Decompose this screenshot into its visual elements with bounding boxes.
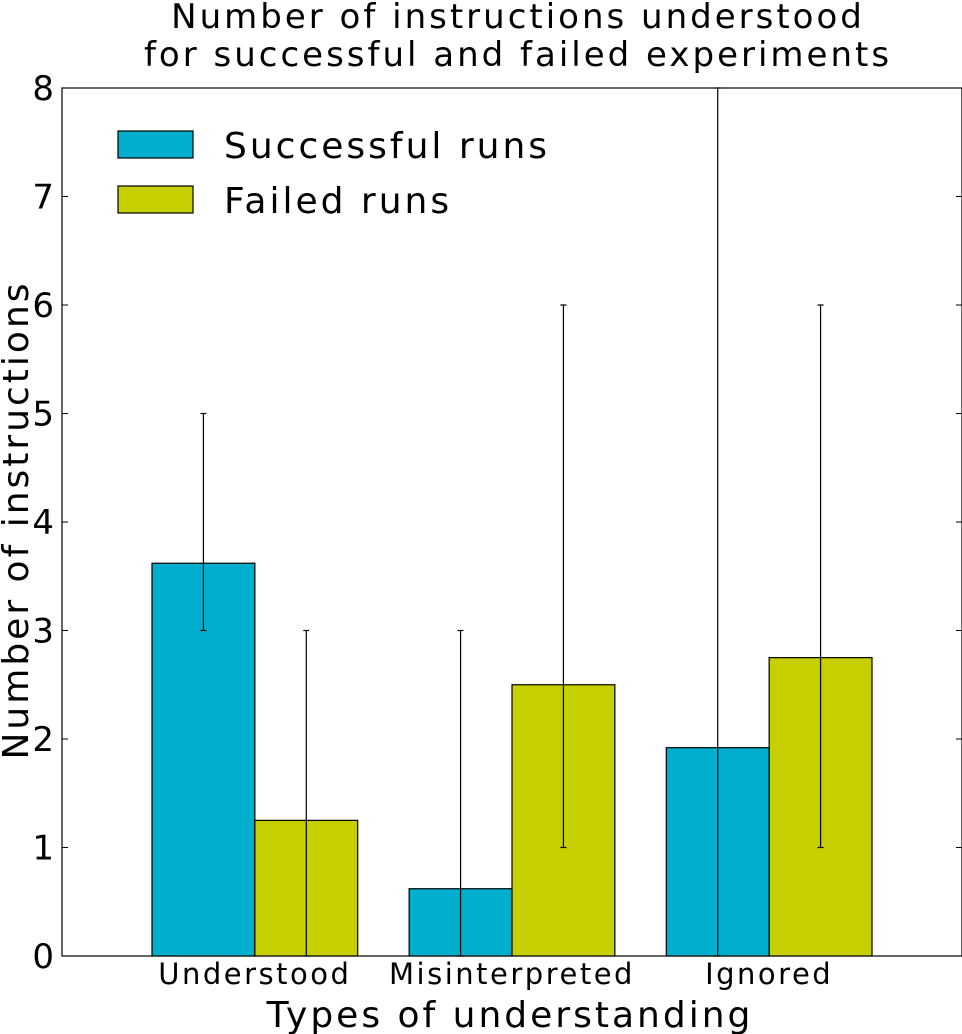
chart-title-line-1: Number of instructions understood (171, 0, 865, 37)
y-tick-label: 4 (32, 503, 54, 543)
legend-swatch (117, 185, 194, 214)
legend-label: Successful runs (224, 126, 550, 167)
legend: Successful runs Failed runs (117, 126, 550, 222)
plot-area (61, 87, 962, 957)
x-tick-label: Misinterpreted (389, 957, 635, 991)
y-tick-label: 2 (32, 720, 54, 760)
y-tick-label: 8 (32, 69, 54, 109)
chart-title-line-2: for successful and failed experiments (144, 35, 892, 75)
x-axis-label: Types of understanding (266, 995, 754, 1034)
x-tick-label: Understood (158, 957, 351, 991)
y-tick-label: 3 (32, 612, 54, 652)
y-tick-label: 0 (32, 937, 54, 977)
y-tick-label: 5 (32, 395, 54, 435)
y-axis-label: Number of instructions (0, 280, 37, 759)
y-tick-label: 6 (32, 286, 54, 326)
y-tick-label: 7 (32, 178, 54, 218)
y-tick-label: 1 (32, 829, 54, 869)
legend-label: Failed runs (224, 181, 452, 222)
legend-swatch (117, 130, 194, 159)
y-axis: 0 1 2 3 4 5 6 7 8 (32, 69, 962, 977)
x-axis: Understood Misinterpreted Ignored (158, 957, 833, 991)
x-tick-label: Ignored (705, 957, 833, 991)
